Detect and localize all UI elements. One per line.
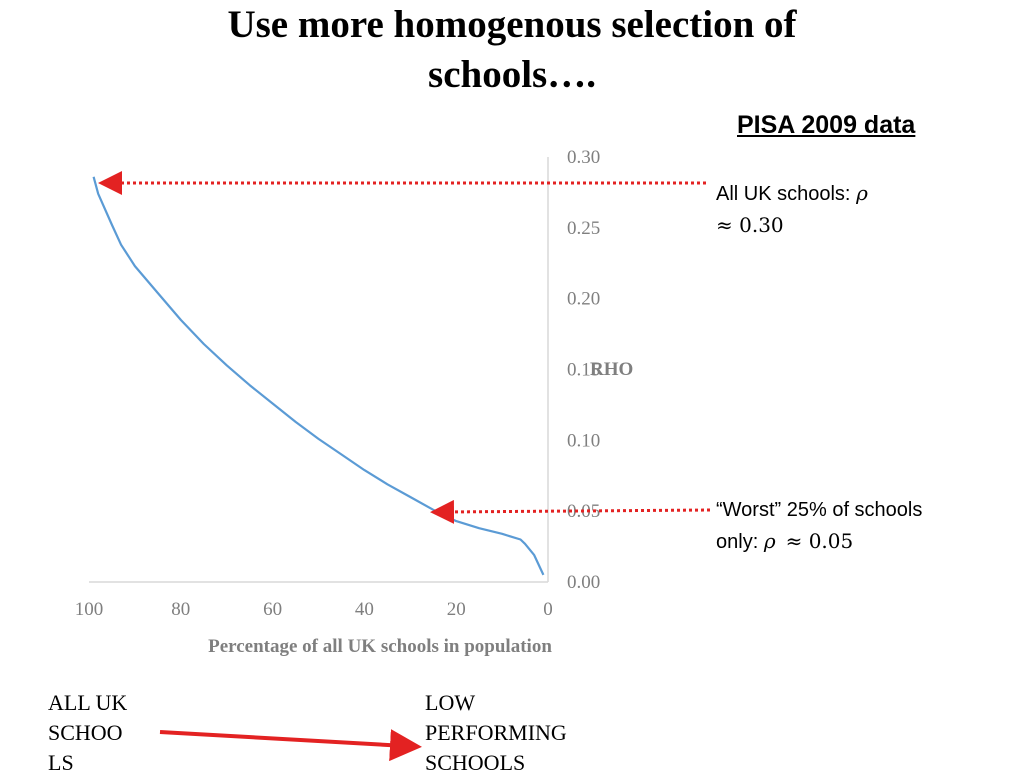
y-tick-label: 0.25	[567, 218, 600, 239]
annotation-all-schools-value: ≈ 0.30	[716, 213, 784, 237]
rho-symbol: ρ	[856, 181, 868, 205]
slide-title: Use more homogenous selection of schools…	[227, 3, 797, 96]
x-tick-label: 100	[75, 599, 104, 620]
flow-to-label: LOW PERFORMING SCHOOLS	[425, 688, 567, 778]
x-axis-title: Percentage of all UK schools in populati…	[208, 636, 552, 657]
rho-series-line	[92, 176, 545, 576]
subtitle: PISA 2009 data	[737, 111, 916, 139]
y-tick-label: 0.30	[567, 147, 600, 168]
rho-symbol: ρ	[763, 529, 776, 553]
flow-to-line-1: LOW	[425, 690, 476, 715]
x-tick-label: 80	[171, 599, 190, 620]
annotation-worst-schools: “Worst” 25% of schools only: ρ ≈ 0.05	[716, 495, 922, 558]
annotation-worst-text: “Worst” 25% of schools	[716, 499, 923, 521]
flow-from-label: ALL UK SCHOO LS	[48, 688, 127, 778]
flow-from-line-3: LS	[48, 750, 74, 775]
flow-to-line-3: SCHOOLS	[425, 750, 526, 775]
y-tick-label: 0.10	[567, 430, 600, 451]
y-tick-label: 0.20	[567, 289, 600, 310]
x-tick-label: 20	[447, 599, 466, 620]
flow-to-line-2: PERFORMING	[425, 720, 567, 745]
y-tick-label: 0.15	[567, 360, 600, 381]
worst-schools-arrow	[430, 499, 711, 524]
annotation-all-schools-text: All UK schools:	[716, 183, 857, 205]
flow-arrow	[159, 729, 422, 762]
annotation-worst-text-2: only:	[716, 531, 764, 553]
y-axis-title: RHO	[590, 359, 633, 380]
y-tick-label: 0.00	[567, 572, 600, 593]
x-tick-label: 0	[543, 599, 553, 620]
annotation-all-schools: All UK schools: ρ ≈ 0.30	[716, 178, 868, 241]
x-tick-label: 60	[263, 599, 282, 620]
x-tick-label: 40	[355, 599, 374, 620]
flow-from-line-2: SCHOO	[48, 720, 123, 745]
annotation-worst-value: ≈ 0.05	[785, 529, 854, 553]
flow-from-line-1: ALL UK	[48, 690, 128, 715]
